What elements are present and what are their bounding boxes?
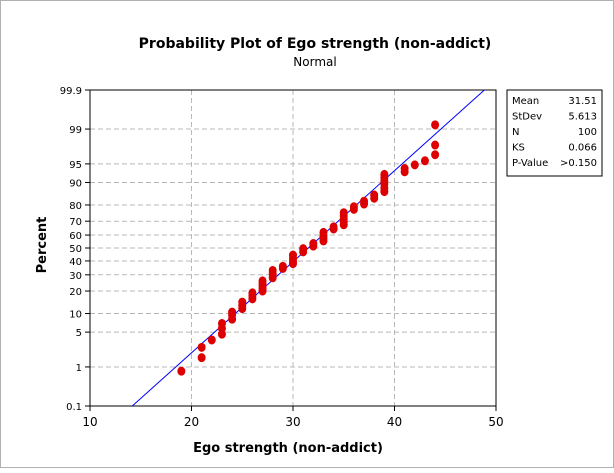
data-point: [268, 265, 277, 275]
stats-legend: Mean 31.51 StDev 5.613 N 100 KS 0.066 P-Value >0.…: [506, 89, 603, 177]
legend-label: P-Value: [512, 158, 548, 169]
data-point: [309, 239, 318, 249]
data-point: [349, 202, 358, 212]
grid-lines: [90, 90, 496, 406]
x-tick-label: 40: [387, 415, 402, 429]
data-point: [380, 169, 389, 179]
data-point: [319, 227, 328, 237]
data-point: [248, 288, 257, 298]
x-tick-label: 20: [184, 415, 199, 429]
data-point: [207, 335, 216, 345]
legend-value: 5.613: [568, 112, 597, 123]
x-tick-label: 10: [82, 415, 97, 429]
x-tick-label: 30: [285, 415, 300, 429]
data-point: [238, 297, 247, 307]
y-tick-label: 40: [69, 257, 82, 268]
data-points: [177, 120, 440, 376]
y-tick-label: 0.1: [66, 402, 82, 413]
x-axis-label: Ego strength (non-addict): [193, 441, 383, 456]
legend-box: [506, 89, 603, 177]
y-tick-label: 70: [69, 217, 82, 228]
data-point: [197, 353, 206, 363]
data-point: [299, 244, 308, 254]
y-tick-label: 1: [76, 363, 82, 374]
data-point: [400, 164, 409, 174]
y-axis-label: Percent: [35, 217, 50, 274]
chart-subtitle: Normal: [293, 55, 336, 69]
y-tick-label: 60: [69, 231, 82, 242]
y-tick-label: 50: [69, 244, 82, 255]
data-point: [177, 366, 186, 376]
legend-label: N: [512, 127, 519, 138]
data-point: [431, 150, 440, 160]
legend-value: 100: [578, 127, 597, 138]
legend-label: StDev: [512, 112, 542, 123]
data-point: [339, 208, 348, 218]
data-point: [289, 250, 297, 260]
x-tick-label: 50: [488, 415, 503, 429]
data-point: [370, 190, 379, 200]
data-point: [329, 222, 338, 232]
legend-label: Mean: [512, 96, 539, 107]
data-point: [410, 160, 419, 170]
legend-value: 0.066: [568, 143, 597, 154]
data-point: [228, 307, 237, 317]
data-point: [278, 261, 287, 271]
legend-label: KS: [512, 143, 525, 154]
data-point: [420, 156, 429, 166]
y-tick-label: 20: [69, 287, 82, 298]
data-point: [258, 276, 267, 286]
axes: 10 20 30 40 50 0.1 1 5 10 20 30 40 50 60 70 80 90 95 99 99.…: [60, 86, 504, 429]
y-tick-label: 80: [69, 201, 82, 212]
data-point: [431, 120, 440, 130]
data-point: [360, 196, 369, 206]
chart-title: Probability Plot of Ego strength (non-ad…: [139, 36, 492, 52]
y-tick-label: 95: [69, 160, 82, 171]
y-tick-label: 99.9: [60, 86, 82, 97]
y-tick-label: 90: [69, 178, 82, 189]
y-tick-label: 5: [76, 328, 82, 339]
legend-value: >0.150: [560, 158, 597, 169]
y-tick-label: 30: [69, 271, 82, 282]
data-point: [217, 318, 226, 328]
data-point: [197, 342, 206, 352]
y-tick-label: 99: [69, 125, 82, 136]
y-tick-label: 10: [69, 310, 82, 321]
legend-value: 31.51: [568, 96, 597, 107]
data-point: [431, 140, 440, 150]
